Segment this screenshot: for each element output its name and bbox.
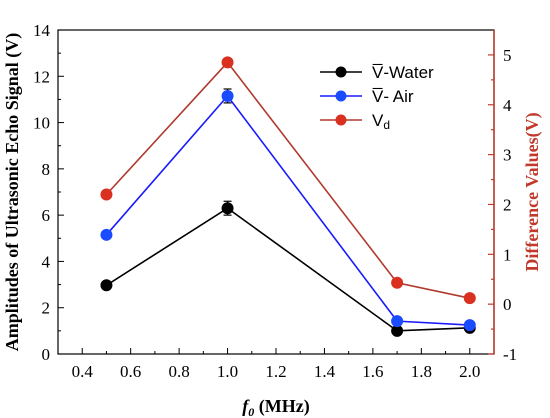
left-axis-label: Amplitudes of Ultrasonic Echo Signal (V) (2, 33, 23, 352)
data-point-water (221, 202, 234, 215)
right-tick-label: 1 (503, 245, 512, 264)
data-point-vd (463, 292, 476, 305)
data-point-water (100, 279, 113, 292)
left-tick-label: 10 (33, 114, 50, 133)
left-tick-label: 0 (42, 345, 51, 364)
left-tick-label: 8 (42, 160, 51, 179)
series-line-air (105, 94, 470, 326)
x-tick-label: 0.8 (168, 362, 189, 381)
legend-label-vd: Vd (372, 111, 390, 132)
right-axis-label: Difference Values(V) (522, 112, 543, 271)
right-tick-label: 5 (503, 46, 512, 65)
right-tick-label: 2 (503, 195, 512, 214)
x-axis-ticks: 0.4 0.6 0.8 1.0 1.2 1.4 1.6 1.8 2.0 (72, 348, 480, 381)
right-tick-label: 4 (503, 96, 512, 115)
legend-marker-air (335, 90, 347, 102)
data-point-air (221, 89, 234, 102)
data-point-vd (391, 276, 404, 289)
data-point-vd (221, 56, 234, 69)
legend: V̅-Water V̅- Air Vd (320, 63, 434, 132)
series-line-water (106, 207, 470, 332)
left-tick-label: 2 (42, 299, 51, 318)
data-point-air (391, 315, 404, 328)
left-tick-label: 12 (33, 67, 50, 86)
data-point-air (463, 319, 476, 332)
x-tick-label: 0.6 (120, 362, 141, 381)
x-tick-label: 1.4 (314, 362, 336, 381)
right-axis-ticks: -1 0 1 2 3 4 5 (488, 46, 517, 364)
right-tick-label: -1 (503, 345, 517, 364)
x-tick-label: 1.2 (265, 362, 286, 381)
legend-marker-vd (335, 114, 347, 126)
legend-label-water: V̅-Water (372, 63, 434, 82)
x-tick-label: 2.0 (459, 362, 480, 381)
x-tick-label: 1.6 (362, 362, 383, 381)
left-tick-label: 4 (42, 252, 51, 271)
x-axis-label: f0 (MHz) (242, 396, 309, 418)
series-line-vd (105, 61, 470, 299)
right-tick-label: 0 (503, 295, 512, 314)
x-tick-label: 1.0 (217, 362, 238, 381)
left-tick-label: 6 (42, 206, 51, 225)
right-tick-label: 3 (503, 146, 512, 165)
data-point-vd (100, 188, 113, 201)
left-axis-ticks: 0 2 4 6 8 10 12 14 (33, 21, 64, 364)
legend-label-air: V̅- Air (372, 87, 414, 106)
series-layer (100, 56, 476, 337)
data-point-air (100, 228, 113, 241)
x-tick-label: 1.8 (411, 362, 432, 381)
legend-marker-water (335, 66, 347, 78)
x-tick-label: 0.4 (72, 362, 94, 381)
left-tick-label: 14 (33, 21, 51, 40)
